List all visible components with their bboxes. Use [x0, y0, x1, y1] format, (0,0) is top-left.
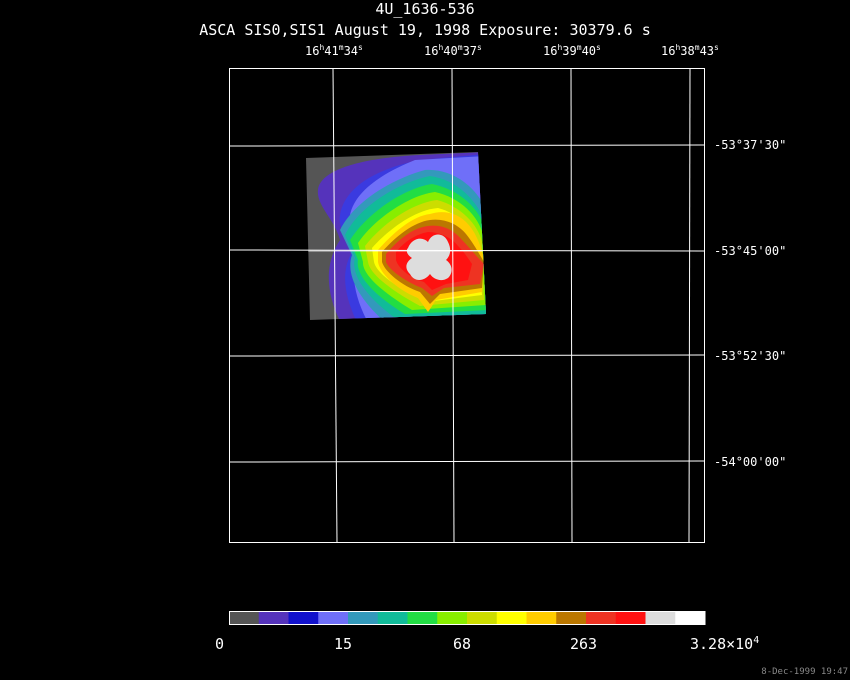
colorbar-swatch — [348, 611, 379, 625]
colorbar-swatch — [437, 611, 468, 625]
dec-label-4: -54°00'00" — [714, 455, 787, 469]
colorbar-swatch — [258, 611, 289, 625]
dec-label-2: -53°45'00" — [714, 244, 787, 258]
timestamp: 8-Dec-1999 19:47 — [761, 667, 848, 677]
colorbar-swatch — [615, 611, 646, 625]
image-title: 4U_1636-536 — [375, 0, 475, 18]
detector-gap-line — [306, 250, 486, 252]
dec-label-3: -53°52'30" — [714, 349, 787, 363]
image-subtitle: ASCA SIS0,SIS1 August 19, 1998 Exposure:… — [199, 21, 651, 39]
ra-label-2: 16h40m37s — [424, 43, 482, 58]
colorbar-swatch — [229, 611, 260, 625]
colorbar-swatch — [377, 611, 408, 625]
colorbar-swatch — [288, 611, 319, 625]
colorbar-swatch — [675, 611, 706, 625]
colorbar-label-263: 263 — [570, 635, 598, 653]
colorbar-swatch — [407, 611, 438, 625]
intensity-peak — [406, 234, 452, 281]
dec-label-1: -53°37'30" — [714, 138, 787, 152]
xray-intensity-map — [306, 152, 486, 320]
image-frame — [229, 68, 705, 543]
colorbar-label-68: 68 — [453, 635, 472, 653]
colorbar-label-15: 15 — [334, 635, 353, 653]
colorbar-swatch — [586, 611, 617, 625]
ra-label-4: 16h38m43s — [661, 43, 719, 58]
colorbar-swatch — [467, 611, 498, 625]
colorbar-label-max: 3.28×104 — [690, 635, 760, 653]
ra-label-3: 16h39m40s — [543, 43, 601, 58]
colorbar — [229, 611, 706, 625]
colorbar-swatch — [526, 611, 557, 625]
colorbar-swatch — [645, 611, 676, 625]
ra-label-1: 16h41m34s — [305, 43, 363, 58]
coordinate-grid — [229, 68, 705, 543]
colorbar-frame — [229, 611, 705, 625]
colorbar-swatch — [496, 611, 527, 625]
colorbar-label-0: 0 — [215, 635, 225, 653]
colorbar-swatch — [556, 611, 587, 625]
colorbar-swatch — [318, 611, 349, 625]
